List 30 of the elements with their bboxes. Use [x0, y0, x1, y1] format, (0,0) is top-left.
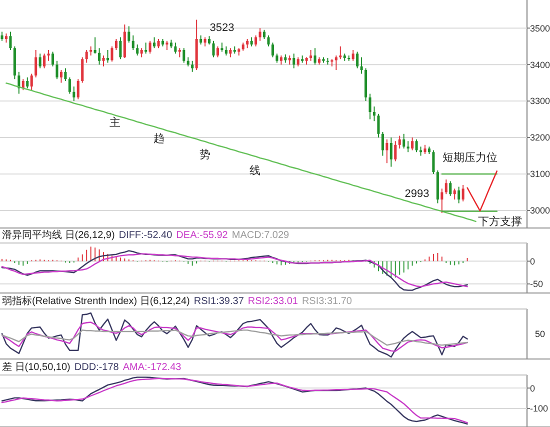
text: RSI2:33.01: [248, 296, 298, 307]
chart-title: 差 日(10,50,10): [2, 361, 70, 373]
text: RSI3:31.70: [302, 296, 352, 307]
annotation: 线: [250, 164, 260, 177]
series-label: AMA:-172.43: [122, 362, 182, 373]
y-tick-label: 3400: [530, 60, 550, 70]
series-label: DDD:-178: [74, 362, 120, 373]
chart-title: 弱指标(Relative Strenth Index) 日(6,12,24): [2, 295, 190, 307]
y-tick-label: 3100: [530, 169, 550, 180]
annotation: 主: [110, 116, 120, 129]
annotation: 势: [200, 148, 210, 161]
series-label: RSI1:39.37: [194, 296, 244, 307]
y-tick-label: 0: [530, 256, 536, 266]
y-tick-label: 0: [530, 383, 536, 394]
text: 50: [534, 329, 546, 339]
series-label: DEA:-55.92: [176, 230, 228, 241]
annotation: 3523: [210, 22, 234, 34]
series-label: DIFF:-52.40: [118, 230, 173, 241]
y-tick-label: -50: [530, 279, 544, 290]
annotation: 短期压力位: [442, 151, 498, 164]
text: MACD:7.029: [232, 230, 290, 241]
annotation: 2993: [404, 188, 430, 200]
y-tick-label: 3300: [530, 96, 550, 106]
y-tick-label: -100: [530, 404, 548, 414]
y-tick-label: 3200: [530, 132, 550, 143]
annotation: 下方支撑: [478, 215, 522, 228]
chart-title: 滑异同平均线 日(26,12,9): [2, 229, 115, 241]
y-tick-label: 3500: [530, 23, 550, 34]
y-tick-label: 3000: [530, 206, 550, 216]
annotation: 趋: [154, 133, 164, 145]
